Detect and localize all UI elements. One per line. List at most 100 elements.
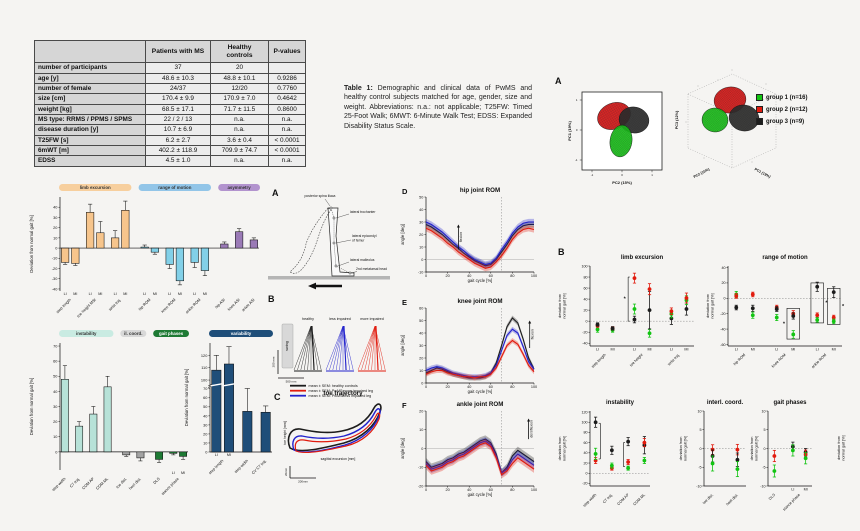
- svg-text:C7 traj.: C7 traj.: [602, 493, 613, 504]
- svg-text:knee ROM: knee ROM: [771, 353, 787, 369]
- range-of-motion-scatter-chart: range of motion -60 -40 -20 0 20 40 LI MI LI MI LI M…: [706, 255, 845, 369]
- svg-text:120: 120: [581, 410, 587, 414]
- table-row: EDSS 4.5 ± 1.0 n.a. n.a.: [34, 155, 306, 167]
- svg-text:flexion: flexion: [459, 232, 463, 242]
- svg-text:gait phases: gait phases: [159, 331, 184, 336]
- svg-text:step length: step length: [55, 297, 72, 314]
- svg-text:20: 20: [583, 308, 587, 312]
- svg-text:0: 0: [425, 488, 427, 492]
- svg-text:1: 1: [651, 173, 653, 177]
- svg-text:deviation from: deviation from: [679, 437, 683, 461]
- svg-text:0: 0: [586, 319, 588, 323]
- svg-text:LI: LI: [143, 292, 146, 296]
- svg-text:step length: step length: [591, 353, 607, 369]
- svg-text:LI: LI: [596, 347, 599, 351]
- svg-text:COM ML: COM ML: [633, 493, 647, 507]
- svg-text:20: 20: [203, 431, 208, 436]
- svg-text:-20: -20: [418, 484, 424, 488]
- svg-text:10: 10: [203, 440, 208, 445]
- svg-text:10: 10: [697, 409, 701, 413]
- panel-label-pca: A: [555, 76, 562, 86]
- svg-text:20: 20: [445, 488, 449, 492]
- table-row: disease duration [y] 10.7 ± 6.9 n.a. n.a.: [34, 124, 306, 136]
- svg-text:-10: -10: [418, 466, 424, 470]
- svg-text:gait cycle [%]: gait cycle [%]: [468, 389, 493, 394]
- svg-text:ankle ROM: ankle ROM: [811, 353, 827, 369]
- svg-text:gait cycle [%]: gait cycle [%]: [468, 492, 493, 497]
- svg-text:0: 0: [425, 274, 427, 278]
- panel-label-gait-b: B: [268, 294, 275, 304]
- pca-plot-2d: -1 -1 0 0 1 1 PC2 (15%) PC1 (19%): [567, 91, 663, 185]
- svg-text:30: 30: [419, 344, 423, 348]
- svg-text:50: 50: [53, 374, 58, 379]
- svg-text:*: *: [783, 321, 786, 327]
- svg-text:5: 5: [700, 428, 702, 432]
- table-row: MS type: RRMS / PPMS / SPMS 22 / 2 / 13 n.…: [34, 113, 306, 126]
- svg-text:PC1 (19%): PC1 (19%): [754, 167, 772, 179]
- svg-text:normal gait [%]: normal gait [%]: [563, 436, 567, 461]
- svg-text:40: 40: [721, 266, 725, 270]
- table-row: age [y] 48.6 ± 10.3 48.8 ± 10.1 0.9286: [34, 72, 306, 84]
- svg-text:50: 50: [419, 195, 423, 199]
- svg-text:knee ROM: knee ROM: [160, 297, 177, 314]
- svg-text:MI: MI: [181, 471, 185, 475]
- svg-text:DLS: DLS: [768, 493, 776, 501]
- svg-text:deviation from: deviation from: [837, 436, 841, 460]
- table-row: number of female 24/37 12/20 0.7760: [34, 82, 306, 95]
- svg-text:PC3 (12%): PC3 (12%): [675, 110, 679, 129]
- instability-scatter-chart: instability -20 0 20 40 60 80 100 120 step width C…: [558, 400, 650, 508]
- svg-text:40: 40: [203, 413, 208, 418]
- svg-text:20: 20: [721, 281, 725, 285]
- pca-legend-item: group 3 (n=9): [756, 118, 808, 125]
- table-row: T25FW [s] 6.2 ± 2.7 3.6 ± 0.4 < 0.0001: [34, 134, 306, 147]
- svg-text:D: D: [402, 187, 408, 196]
- svg-text:10: 10: [419, 428, 423, 432]
- svg-text:-1: -1: [575, 158, 578, 162]
- svg-text:lateral malleolus: lateral malleolus: [350, 258, 375, 262]
- svg-text:LI: LI: [64, 292, 67, 296]
- svg-text:20: 20: [419, 233, 423, 237]
- svg-text:-1: -1: [591, 173, 594, 177]
- svg-text:10: 10: [419, 245, 423, 249]
- svg-text:200mm: 200mm: [298, 480, 308, 484]
- svg-text:80: 80: [583, 431, 587, 435]
- svg-text:-20: -20: [720, 312, 725, 316]
- svg-text:-40: -40: [720, 327, 725, 331]
- svg-text:variability: variability: [231, 331, 252, 336]
- svg-text:0: 0: [586, 472, 588, 476]
- svg-text:30: 30: [419, 220, 423, 224]
- svg-text:10: 10: [419, 369, 423, 373]
- svg-text:-20: -20: [582, 331, 587, 335]
- svg-text:60: 60: [203, 395, 208, 400]
- svg-text:LI: LI: [215, 453, 218, 457]
- svg-text:limb excursion: limb excursion: [621, 255, 664, 261]
- svg-text:mean ± SEM: PwMS more impaired: mean ± SEM: PwMS more impaired leg: [309, 389, 374, 393]
- svg-text:2nd metatarsal head: 2nd metatarsal head: [356, 267, 387, 271]
- svg-text:30: 30: [203, 422, 208, 427]
- svg-text:60: 60: [419, 306, 423, 310]
- svg-text:asymmetry: asymmetry: [227, 185, 251, 190]
- svg-text:70: 70: [203, 386, 208, 391]
- svg-text:100: 100: [531, 274, 537, 278]
- svg-text:MI: MI: [832, 347, 836, 351]
- svg-text:20: 20: [419, 356, 423, 360]
- panel-label-scatter-b: B: [558, 247, 565, 257]
- svg-text:flexion: flexion: [530, 329, 534, 339]
- svg-text:mean ± SEM: PwMS less impaired: mean ± SEM: PwMS less impaired leg: [309, 394, 372, 398]
- svg-text:-5: -5: [698, 466, 701, 470]
- svg-text:instability: instability: [76, 331, 97, 336]
- svg-text:40: 40: [419, 331, 423, 335]
- svg-text:0: 0: [55, 449, 58, 454]
- svg-text:LI: LI: [193, 292, 196, 296]
- svg-text:of femur: of femur: [352, 239, 365, 243]
- demographics-table: Patients with MS Healthy controls P-values…: [34, 39, 306, 167]
- svg-text:20: 20: [419, 409, 423, 413]
- svg-text:100: 100: [581, 264, 587, 268]
- svg-text:-10: -10: [760, 484, 765, 488]
- svg-text:20: 20: [583, 461, 587, 465]
- table-header-row: Patients with MS Healthy controls P-values: [34, 39, 306, 64]
- svg-text:Deviation from normal gait [%]: Deviation from normal gait [%]: [184, 369, 189, 427]
- svg-text:LI: LI: [89, 292, 92, 296]
